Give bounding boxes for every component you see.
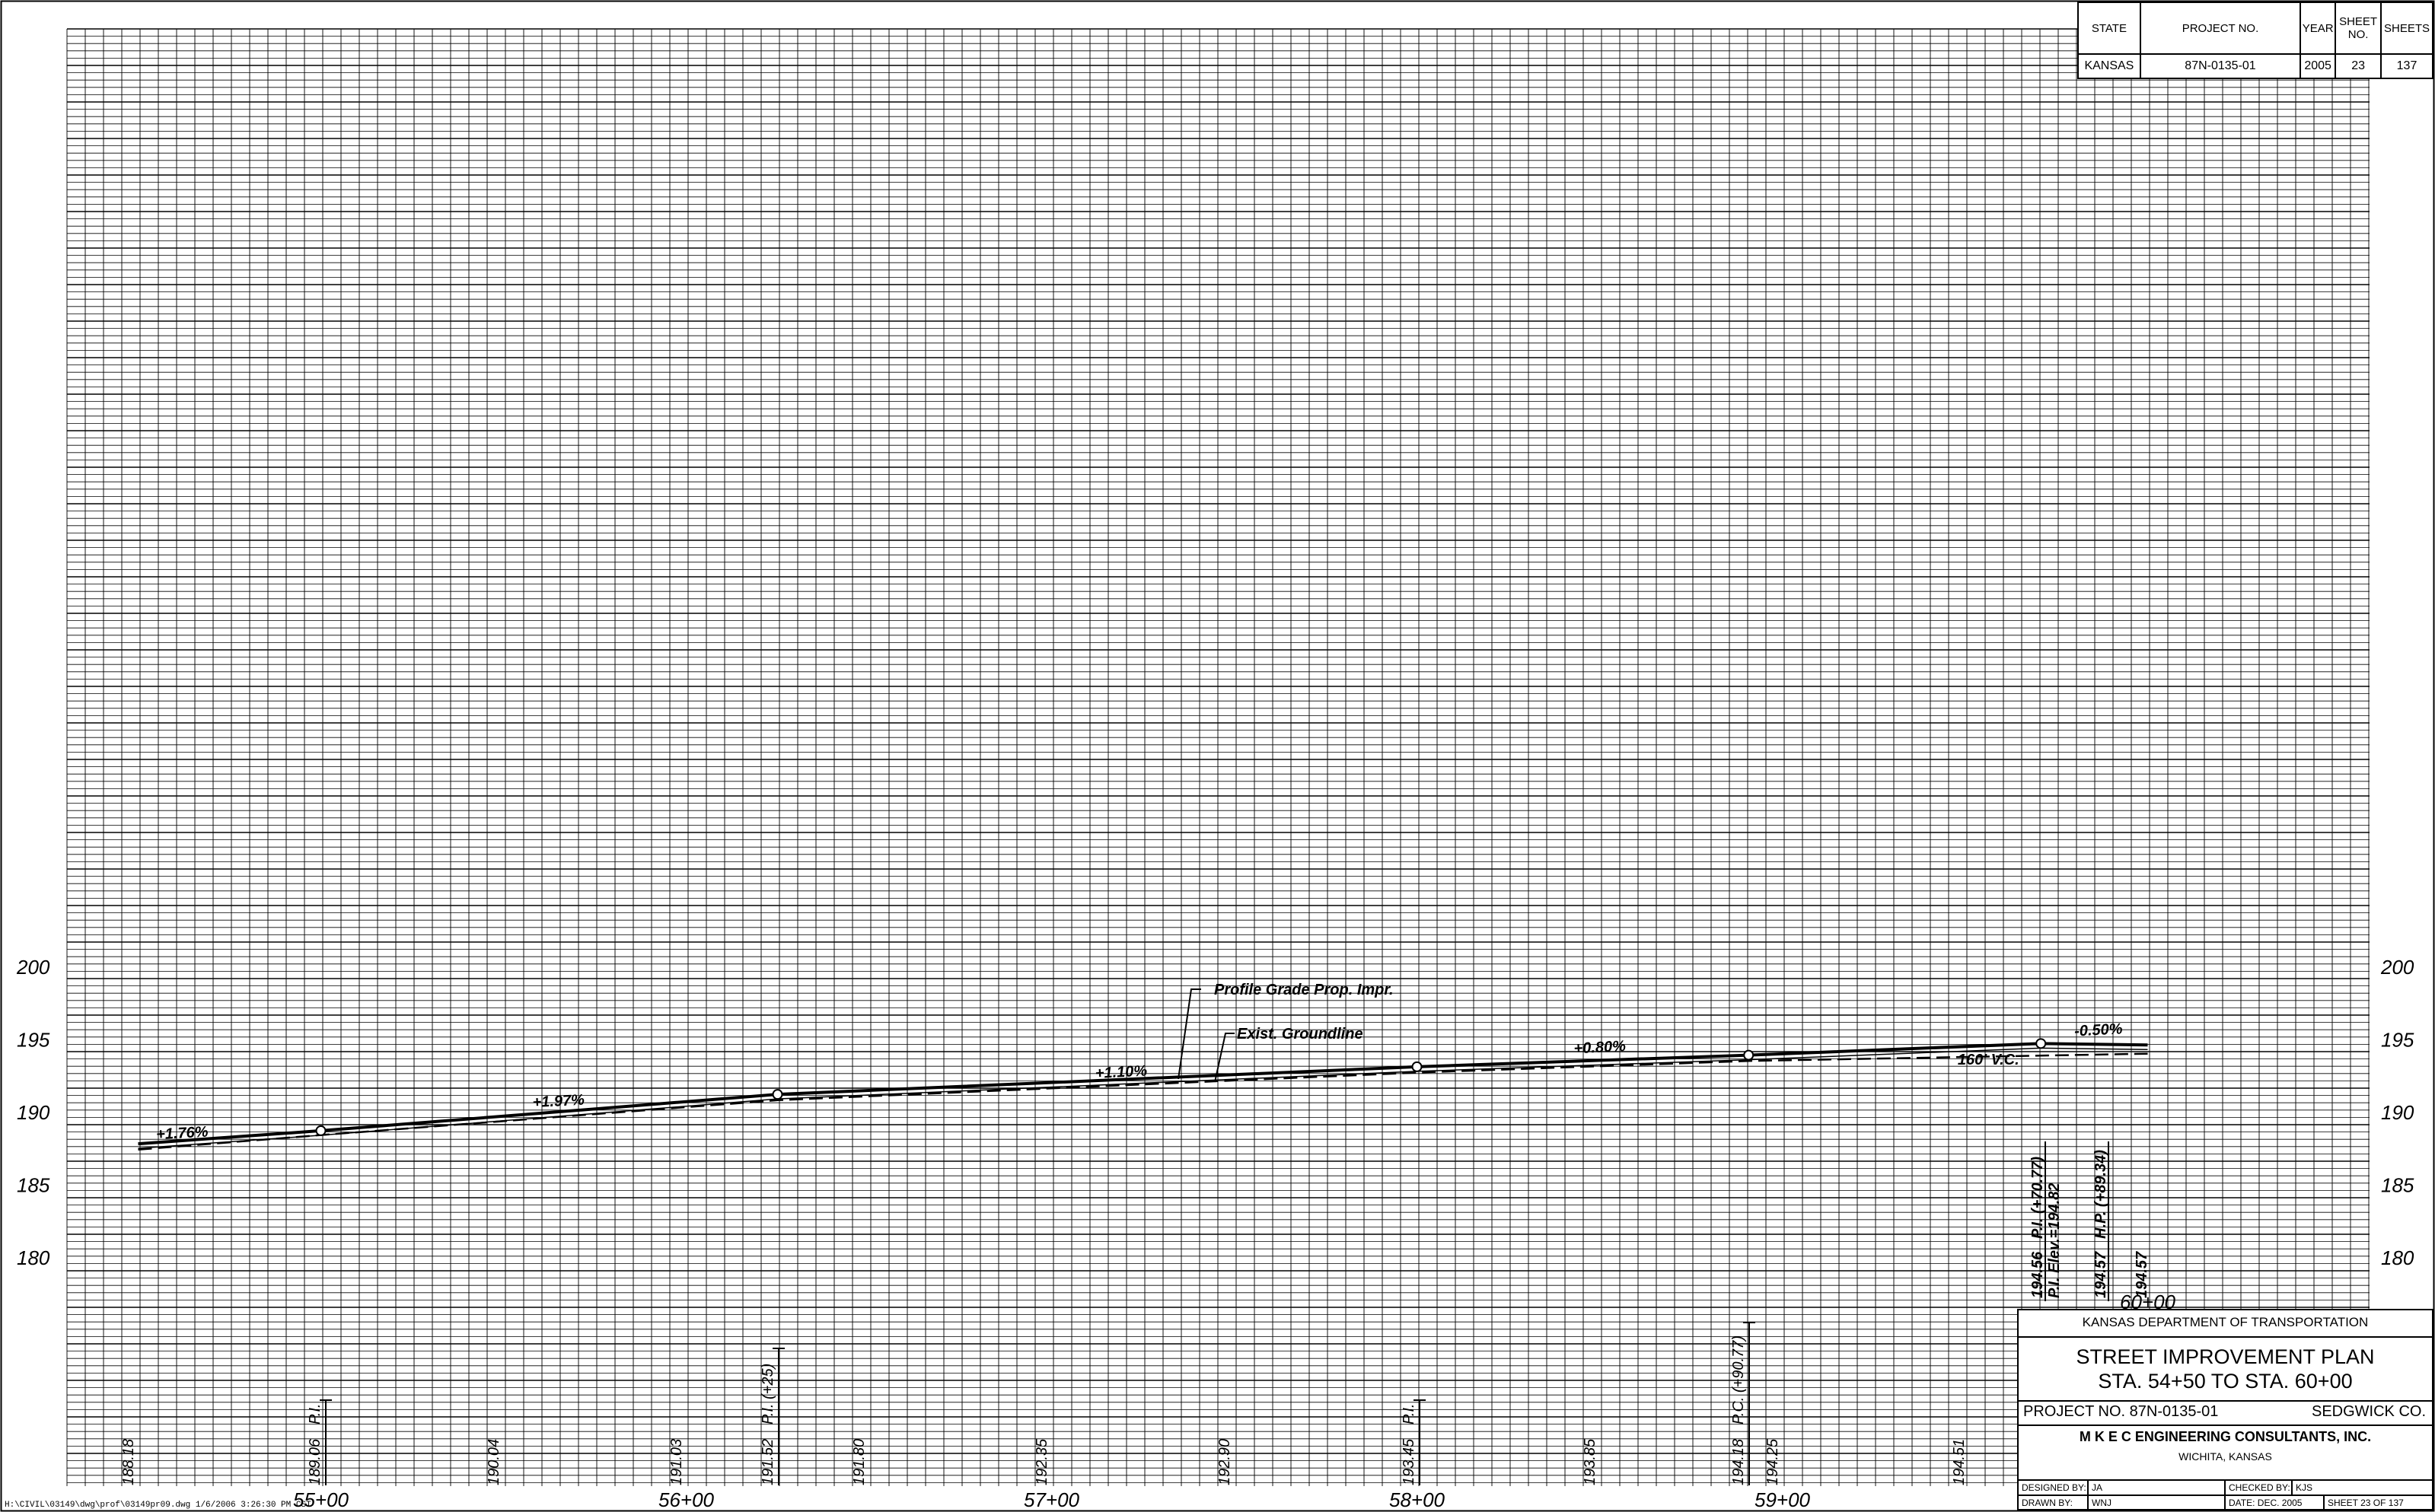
pi-marker [1411, 1061, 1423, 1072]
pi-marker [315, 1125, 327, 1136]
designed-by-label: DESIGNED BY: [2022, 1482, 2086, 1493]
bottom-elevation-label: 192.35 [1034, 1438, 1050, 1485]
grade-label: +1.10% [1095, 1062, 1148, 1082]
pi-label: P.I. [1401, 1404, 1417, 1424]
header-year-label: YEAR [2300, 2, 2337, 55]
elevation-label-left: 200 [16, 956, 50, 979]
bottom-elevation-label: 191.03 [668, 1439, 685, 1485]
county: SEDGWICK CO. [2311, 1403, 2426, 1420]
bottom-elevation-label: 188.18 [120, 1439, 137, 1485]
bottom-elevation-label: 192.90 [1216, 1439, 1233, 1485]
pi-marker [772, 1089, 783, 1100]
station-range: STA. 54+50 TO STA. 60+00 [2098, 1370, 2353, 1393]
header-sheet-no-label: SHEET NO. [2335, 2, 2382, 55]
groundline-callout: Exist. Groundline [1237, 1026, 1363, 1042]
pi-marker [2035, 1038, 2047, 1049]
elevation-label-left: 195 [17, 1029, 50, 1052]
file-path: H:\CIVIL\03149\dwg\prof\03149pr09.dwg 1/… [5, 1501, 311, 1510]
header-sheet-no-value: 23 [2335, 53, 2382, 79]
date: DATE: DEC. 2005 [2229, 1498, 2303, 1508]
header-sheets-value: 137 [2380, 53, 2433, 79]
groundline-leader [1214, 1033, 1235, 1083]
bottom-elevation-label: 193.85 [1582, 1438, 1598, 1485]
grid-lines [66, 28, 2370, 1486]
bottom-elevation-label: 190.04 [486, 1439, 502, 1485]
header-sheets-label: SHEETS [2380, 2, 2433, 55]
vc-label: 194.56 [2029, 1251, 2046, 1298]
profile-grade-leader [1178, 988, 1201, 1080]
vc-label: P.I. (+70.77) [2029, 1157, 2046, 1239]
header-state-label: STATE [2077, 2, 2141, 55]
bottom-elevation-label: 191.80 [851, 1439, 868, 1485]
elevation-label-left: 180 [17, 1246, 50, 1269]
drawn-by-label: DRAWN BY: [2022, 1498, 2073, 1508]
header-table: STATE PROJECT NO. YEAR SHEET NO. SHEETS … [2077, 2, 2433, 79]
station-label: 55+00 [293, 1488, 349, 1511]
grade-label: +0.80% [1573, 1038, 1627, 1058]
elevation-label-right: 180 [2381, 1246, 2414, 1269]
bottom-elevation-label: 194.25 [1764, 1438, 1781, 1485]
designed-by-value: JA [2092, 1482, 2103, 1493]
consultant-city: WICHITA, KANSAS [2178, 1450, 2272, 1463]
elevation-label-right: 190 [2381, 1101, 2414, 1124]
elevation-label-left: 190 [17, 1101, 50, 1124]
pi-label: P.I. (+25) [760, 1364, 776, 1424]
bottom-elevation-label: 193.45 [1401, 1438, 1417, 1485]
vertical-curve-label: 160' V.C. [1958, 1052, 2019, 1068]
bottom-elevation-label: 194.18 [1730, 1439, 1747, 1485]
vc-label: H.P. (+89.34) [2092, 1150, 2109, 1239]
vc-label: 194.57 [2092, 1251, 2109, 1298]
profile-grade-callout: Profile Grade Prop. Impr. [1214, 982, 1394, 998]
vc-label: 194.57 [2134, 1251, 2150, 1298]
grade-label: -0.50% [2074, 1020, 2124, 1039]
consultant-name: M K E C ENGINEERING CONSULTANTS, INC. [2079, 1429, 2372, 1444]
elevation-label-right: 200 [2380, 956, 2414, 979]
vc-label: P.I. Elev.=194.82 [2046, 1183, 2063, 1298]
drawn-by-value: WNJ [2092, 1498, 2112, 1508]
header-project-value: 87N-0135-01 [2139, 53, 2302, 79]
plan-title: STREET IMPROVEMENT PLAN [2076, 1345, 2375, 1368]
bottom-elevation-label: 194.51 [1951, 1439, 1968, 1485]
station-label: 58+00 [1389, 1488, 1445, 1511]
header-state-value: KANSAS [2077, 53, 2141, 79]
bottom-elevation-label: 189.06 [307, 1438, 323, 1485]
elevation-label-right: 185 [2381, 1174, 2414, 1197]
existing-groundline [138, 1052, 2148, 1151]
header-year-value: 2005 [2300, 53, 2337, 79]
pi-label: P.I. [307, 1404, 323, 1424]
station-label: 56+00 [658, 1488, 715, 1511]
grade-label: +1.97% [532, 1092, 585, 1112]
title-block: KANSAS DEPARTMENT OF TRANSPORTATION STRE… [2017, 1309, 2433, 1510]
agency-name: KANSAS DEPARTMENT OF TRANSPORTATION [2082, 1315, 2369, 1329]
station-label: 59+00 [1755, 1488, 1811, 1511]
header-project-label: PROJECT NO. [2139, 2, 2302, 55]
checked-by-value: KJS [2296, 1482, 2313, 1493]
checked-by-label: CHECKED BY: [2229, 1482, 2290, 1493]
elevation-label-left: 185 [17, 1174, 50, 1197]
pi-label: P.C. (+90.77) [1730, 1335, 1747, 1424]
bottom-elevation-label: 191.52 [760, 1439, 776, 1485]
station-label: 57+00 [1024, 1488, 1080, 1511]
elevation-label-right: 195 [2381, 1029, 2414, 1052]
project-number: PROJECT NO. 87N-0135-01 [2023, 1403, 2219, 1420]
grade-label: +1.76% [156, 1124, 209, 1144]
pi-marker [1743, 1049, 1755, 1061]
sheet-number: SHEET 23 OF 137 [2328, 1498, 2404, 1508]
